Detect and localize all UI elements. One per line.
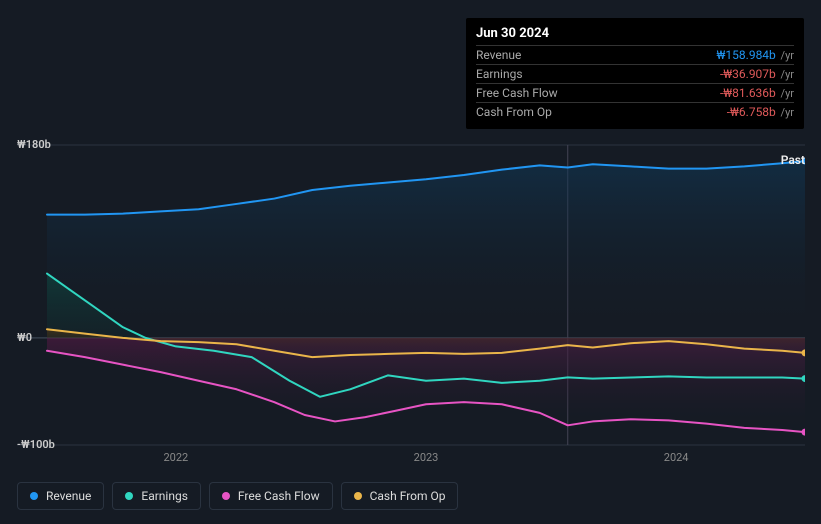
y-axis-tick: ₩0	[17, 331, 32, 344]
tooltip-row-unit: /yr	[778, 68, 794, 81]
legend-dot	[222, 492, 230, 500]
tooltip-row: Free Cash Flow -₩81.636b /yr	[476, 83, 794, 102]
tooltip-row-value: ₩158.984b	[717, 48, 776, 62]
x-axis-tick: 2024	[664, 451, 689, 464]
legend-label: Revenue	[46, 489, 91, 503]
tooltip-row-label: Earnings	[476, 67, 523, 81]
tooltip-row-unit: /yr	[778, 87, 794, 100]
x-axis-tick: 2022	[163, 451, 188, 464]
legend-dot	[30, 492, 38, 500]
tooltip-row-value: -₩36.907b	[720, 67, 776, 81]
tooltip-row-unit: /yr	[778, 106, 794, 119]
tooltip-row-value: -₩6.758b	[727, 105, 776, 119]
chart-svg	[17, 125, 805, 455]
financials-chart: ₩180b₩0-₩100b 202220232024 Past	[17, 125, 805, 455]
tooltip-row: Earnings -₩36.907b /yr	[476, 64, 794, 83]
tooltip-row-unit: /yr	[778, 49, 794, 62]
legend-item[interactable]: Earnings	[112, 482, 201, 510]
x-axis-tick: 2023	[414, 451, 439, 464]
legend-label: Free Cash Flow	[238, 489, 320, 503]
tooltip-row: Cash From Op -₩6.758b /yr	[476, 102, 794, 121]
legend: Revenue Earnings Free Cash Flow Cash From O…	[17, 482, 458, 510]
chart-tooltip: Jun 30 2024 Revenue₩158.984b /yrEarnings…	[466, 18, 804, 129]
y-axis-tick: -₩100b	[17, 438, 55, 451]
y-axis-tick: ₩180b	[17, 138, 51, 151]
legend-label: Cash From Op	[370, 489, 446, 503]
tooltip-row: Revenue ₩158.984b /yr	[476, 45, 794, 64]
legend-dot	[125, 492, 133, 500]
legend-item[interactable]: Free Cash Flow	[209, 482, 333, 510]
tooltip-row-label: Revenue	[476, 48, 521, 62]
tooltip-row-label: Cash From Op	[476, 105, 552, 119]
legend-dot	[354, 492, 362, 500]
tooltip-row-label: Free Cash Flow	[476, 86, 558, 100]
tooltip-title: Jun 30 2024	[476, 26, 794, 45]
legend-item[interactable]: Cash From Op	[341, 482, 459, 510]
legend-item[interactable]: Revenue	[17, 482, 104, 510]
tooltip-row-value: -₩81.636b	[720, 86, 776, 100]
legend-label: Earnings	[141, 489, 188, 503]
past-label: Past	[781, 153, 805, 167]
